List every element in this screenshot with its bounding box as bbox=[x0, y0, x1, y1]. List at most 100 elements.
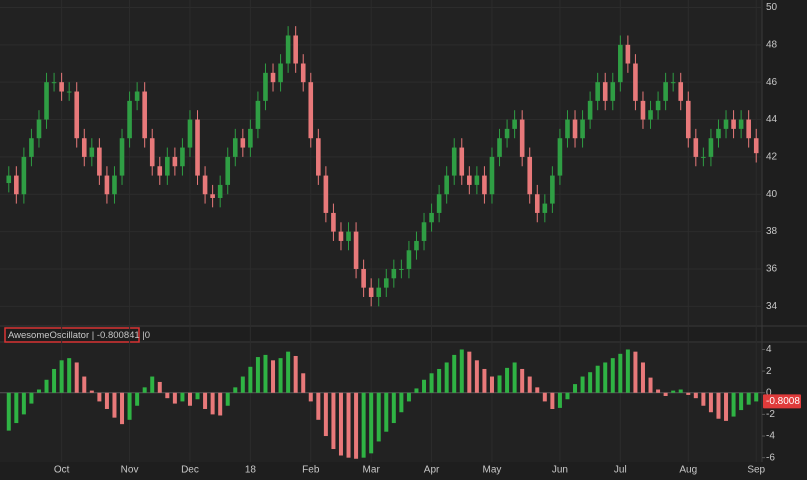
candle-body bbox=[104, 175, 110, 195]
candle-body bbox=[731, 119, 736, 129]
histogram-bar bbox=[120, 392, 125, 425]
candle-body bbox=[331, 212, 336, 232]
candle-body bbox=[444, 175, 449, 195]
candle-body bbox=[670, 82, 676, 84]
candle-body bbox=[285, 35, 291, 64]
candle-body bbox=[482, 175, 487, 195]
candle-body bbox=[610, 82, 616, 101]
histogram-bar bbox=[240, 376, 245, 393]
histogram-bar bbox=[640, 362, 645, 393]
histogram-bar bbox=[557, 392, 562, 408]
histogram-bar bbox=[489, 376, 494, 393]
y-tick-label: 50 bbox=[766, 2, 778, 13]
candle-body bbox=[708, 138, 714, 157]
candle-body bbox=[225, 156, 231, 185]
histogram-bar bbox=[361, 392, 366, 458]
candle-body bbox=[723, 119, 729, 129]
histogram-bar bbox=[678, 389, 683, 393]
histogram-bar bbox=[399, 392, 404, 413]
histogram-bar bbox=[406, 392, 411, 402]
candle-body bbox=[716, 128, 721, 139]
histogram-bar bbox=[573, 384, 578, 393]
histogram-bar bbox=[225, 392, 230, 406]
y-tick-label: 0 bbox=[766, 387, 772, 398]
candle-body bbox=[738, 119, 744, 129]
y-tick-label: 34 bbox=[766, 301, 778, 312]
y-tick-label: -2 bbox=[766, 409, 775, 420]
candle-body bbox=[572, 119, 578, 139]
candle-body bbox=[149, 138, 155, 167]
histogram-bar bbox=[233, 387, 238, 393]
candle-body bbox=[323, 175, 329, 213]
histogram-bar bbox=[512, 362, 517, 393]
candle-body bbox=[6, 175, 12, 184]
histogram-bar bbox=[671, 390, 676, 393]
candle-body bbox=[414, 240, 419, 251]
candle-body bbox=[467, 175, 472, 185]
histogram-bar bbox=[354, 392, 359, 459]
candle-body bbox=[580, 119, 585, 139]
histogram-bar bbox=[278, 358, 283, 393]
histogram-bar bbox=[6, 392, 11, 431]
histogram-bar bbox=[172, 392, 177, 404]
last-value-label: -0.8008 bbox=[766, 396, 800, 407]
candle-body bbox=[618, 44, 623, 83]
histogram-bar bbox=[376, 392, 381, 442]
candle-body bbox=[655, 100, 661, 111]
histogram-bar bbox=[308, 392, 313, 402]
candle-body bbox=[29, 138, 34, 157]
histogram-bar bbox=[346, 392, 351, 458]
histogram-bar bbox=[693, 392, 698, 399]
candle-body bbox=[406, 250, 412, 269]
candle-body bbox=[557, 138, 563, 176]
histogram-bar bbox=[414, 388, 419, 393]
candle-body bbox=[753, 138, 759, 154]
candle-body bbox=[459, 147, 465, 176]
histogram-bar bbox=[625, 349, 630, 393]
candle-body bbox=[232, 138, 238, 157]
candle-body bbox=[361, 268, 366, 288]
candle-body bbox=[421, 222, 427, 241]
histogram-bar bbox=[286, 351, 291, 393]
histogram-bar bbox=[746, 392, 751, 405]
histogram-bar bbox=[271, 360, 276, 393]
candle-body bbox=[240, 138, 246, 148]
candle-body bbox=[59, 82, 64, 92]
candle-body bbox=[112, 175, 117, 195]
y-tick-label: 44 bbox=[766, 114, 778, 125]
histogram-bar bbox=[52, 368, 57, 393]
histogram-bar bbox=[444, 362, 449, 393]
x-tick-label: Jun bbox=[552, 465, 568, 476]
histogram-bar bbox=[82, 376, 87, 393]
candle-body bbox=[172, 156, 178, 167]
histogram-bar bbox=[580, 376, 585, 393]
histogram-bar bbox=[301, 373, 306, 393]
candle-body bbox=[376, 287, 382, 297]
candle-body bbox=[534, 194, 540, 213]
histogram-bar bbox=[29, 392, 34, 404]
candle-body bbox=[89, 147, 95, 157]
y-tick-label: -6 bbox=[766, 452, 775, 463]
candle-body bbox=[74, 91, 80, 139]
candle-body bbox=[625, 44, 631, 64]
candle-body bbox=[436, 194, 442, 213]
candle-body bbox=[66, 91, 72, 93]
histogram-bar bbox=[716, 392, 721, 419]
candle-body bbox=[527, 156, 533, 195]
candle-body bbox=[399, 268, 404, 270]
candle-body bbox=[746, 119, 751, 139]
histogram-bar bbox=[452, 354, 457, 393]
histogram-bar bbox=[633, 351, 638, 393]
histogram-bar bbox=[467, 351, 472, 393]
histogram-bar bbox=[724, 392, 729, 421]
histogram-bar bbox=[739, 392, 744, 411]
histogram-bar bbox=[437, 368, 442, 393]
histogram-bar bbox=[542, 392, 547, 402]
histogram-bar bbox=[21, 392, 26, 415]
candle-body bbox=[693, 138, 699, 157]
candle-body bbox=[278, 63, 283, 83]
candle-body bbox=[595, 82, 600, 101]
histogram-bar bbox=[701, 392, 706, 406]
histogram-bar bbox=[663, 392, 668, 397]
candle-body bbox=[678, 82, 684, 101]
